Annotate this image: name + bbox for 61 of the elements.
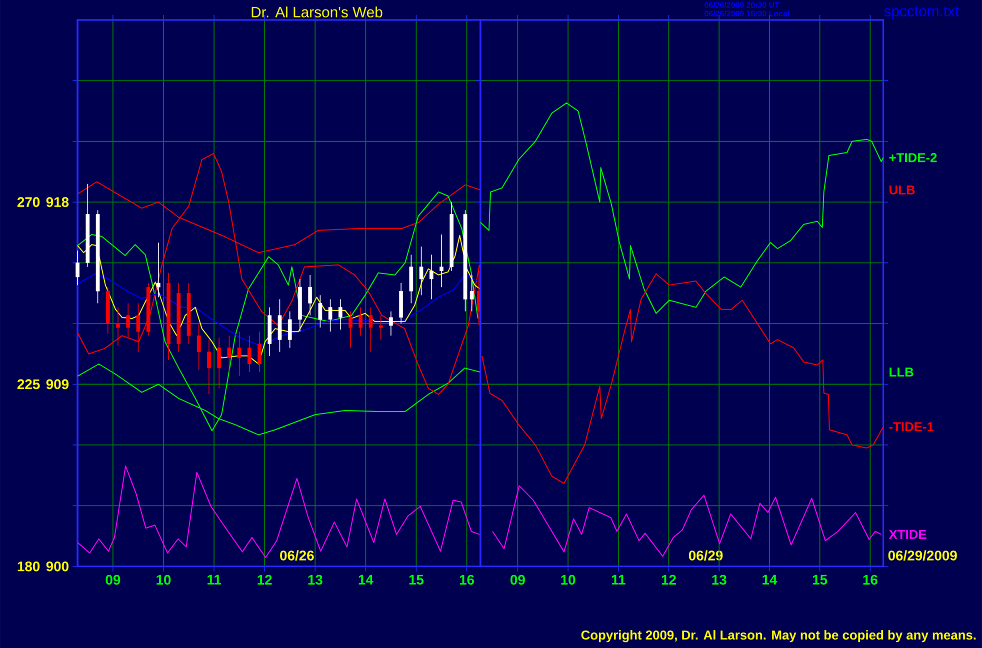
candlestick — [368, 306, 373, 352]
candlestick — [419, 246, 424, 296]
candlestick — [318, 294, 322, 328]
candlestick — [248, 335, 252, 372]
y-tick-label: 918 — [46, 197, 69, 207]
candlestick — [429, 254, 434, 300]
annotation: 06/26 — [280, 550, 314, 561]
y2-tick-label: 225 — [17, 379, 40, 390]
candlestick — [328, 298, 332, 332]
candlestick — [358, 306, 363, 336]
text: Copyright 2009, Dr. Al Larson. May not be copied by any means. — [581, 630, 976, 642]
x-tick-label: 16 — [460, 574, 474, 585]
candlestick — [227, 335, 232, 372]
candlestick — [470, 274, 474, 312]
y2-tick-label: 180 — [18, 561, 40, 572]
series-label: +TIDE-2 — [889, 152, 937, 162]
candlestick — [136, 302, 140, 352]
x-tick-label: 13 — [308, 574, 322, 585]
x-tick-label: 11 — [208, 574, 222, 584]
x-tick-label: 13 — [712, 574, 726, 585]
x-tick-label: 09 — [510, 574, 525, 585]
candlestick — [217, 337, 222, 389]
candlestick — [76, 250, 80, 286]
x-tick-label: 12 — [258, 574, 272, 585]
candlestick — [126, 302, 130, 338]
candlestick — [196, 323, 201, 370]
x-tick-label: 14 — [358, 574, 374, 584]
candlestick — [348, 310, 352, 348]
x-tick-label: 12 — [662, 574, 676, 585]
text: ULB — [890, 185, 915, 194]
y-tick-label: 900 — [46, 561, 68, 572]
chart-title: Dr. Al Larson's Web — [252, 6, 382, 18]
x-tick-label: 15 — [812, 574, 828, 585]
candlestick — [288, 310, 292, 348]
candlestick — [308, 274, 312, 316]
candlestick — [338, 298, 342, 330]
x-tick-label: 09 — [106, 574, 120, 585]
candlestick — [378, 314, 383, 340]
x-tick-label: 10 — [561, 574, 576, 585]
x-tick-label: 16 — [863, 574, 878, 585]
y2-tick-label: 270 — [17, 197, 40, 207]
text: LLB — [890, 368, 914, 376]
candlestick — [116, 306, 120, 346]
line-series — [77, 191, 478, 432]
candlestick — [237, 331, 242, 376]
candlestick — [156, 242, 160, 298]
x-tick-label: 14 — [762, 574, 778, 584]
x-tick-label: 10 — [156, 574, 171, 585]
candlestick — [207, 339, 211, 395]
text: 06/29/2009 — [888, 550, 957, 561]
annotation: 06/29 — [688, 550, 723, 561]
text: spcctom.txt — [884, 6, 960, 20]
y-tick-label: 909 — [46, 379, 69, 390]
x-tick-label: 11 — [612, 574, 626, 584]
candlestick — [440, 234, 444, 288]
series-label: XTIDE — [888, 530, 926, 539]
candlestick — [389, 310, 393, 336]
x-tick-label: 15 — [409, 574, 424, 585]
candlestick — [258, 331, 262, 372]
series-label: -TIDE-1 — [889, 422, 934, 432]
line-series — [77, 152, 480, 395]
